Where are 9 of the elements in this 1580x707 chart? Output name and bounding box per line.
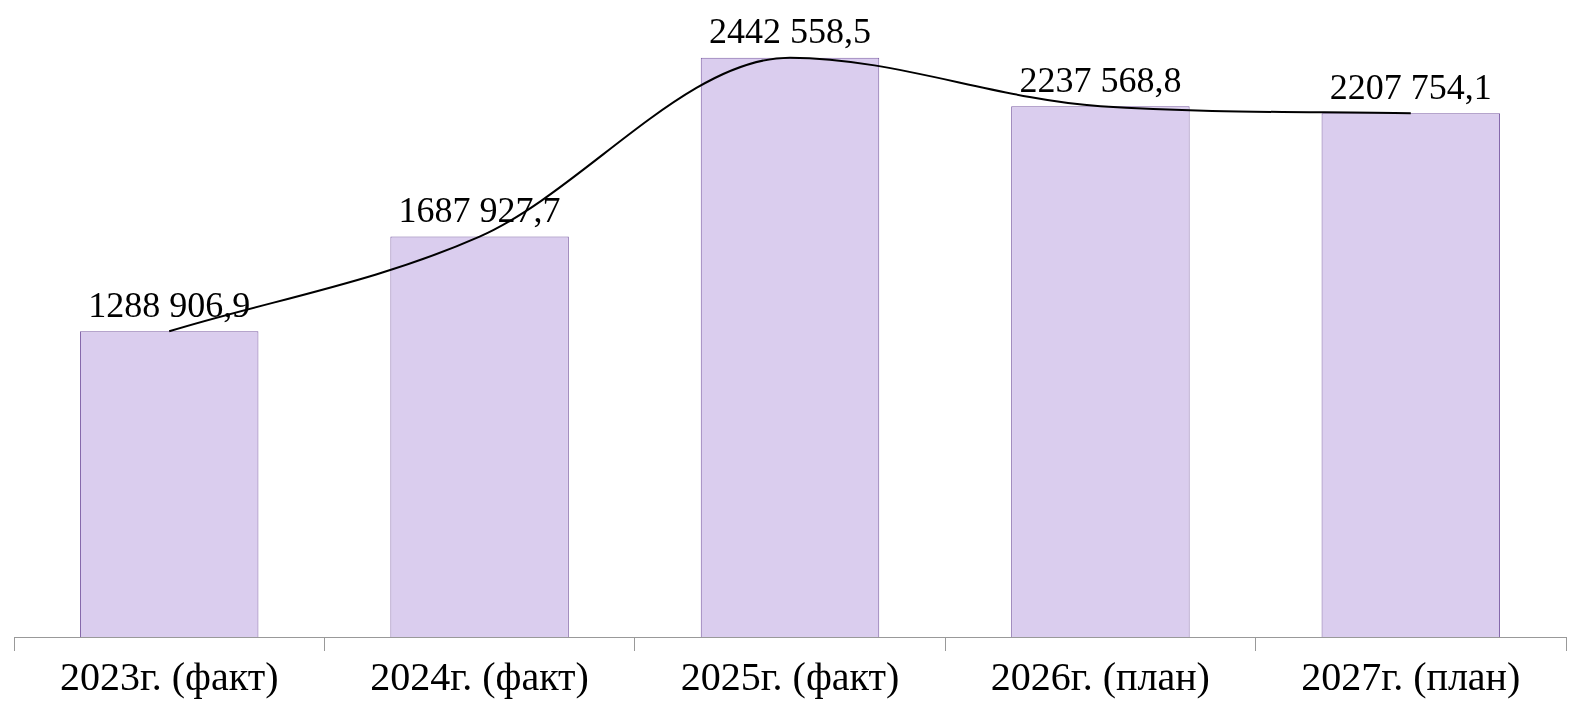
data-label: 1288 906,9 <box>88 284 251 325</box>
data-label: 2207 754,1 <box>1329 66 1492 107</box>
x-tick-label: 2024г. (факт) <box>370 653 589 699</box>
x-tick-label: 2027г. (план) <box>1301 653 1521 699</box>
data-label: 2442 558,5 <box>709 11 871 52</box>
x-tick-label: 2025г. (факт) <box>680 653 900 699</box>
data-label: 2237 568,8 <box>1019 59 1182 100</box>
x-tick-label: 2023г. (факт) <box>59 653 279 699</box>
x-tick-label: 2026г. (план) <box>990 653 1210 699</box>
